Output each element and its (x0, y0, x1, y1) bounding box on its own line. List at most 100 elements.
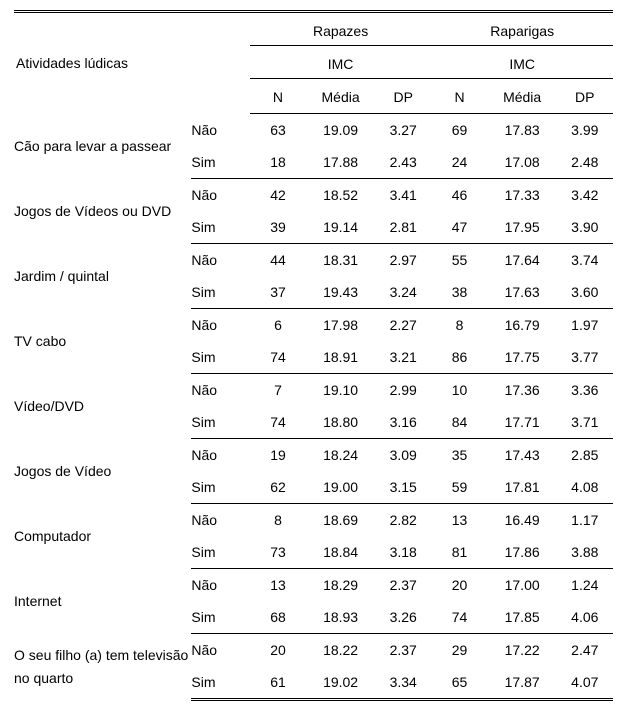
response-no: Não (191, 374, 249, 407)
cell-value: 3.09 (375, 439, 431, 472)
cell-value: 18.31 (306, 244, 375, 277)
cell-value: 17.75 (488, 341, 557, 374)
cell-value: 17.85 (488, 601, 557, 634)
header-col-dp: DP (375, 79, 431, 114)
cell-value: 2.47 (557, 634, 613, 667)
header-col-n: N (250, 79, 306, 114)
cell-value: 18 (250, 146, 306, 179)
cell-value: 1.24 (557, 569, 613, 602)
response-no: Não (191, 504, 249, 537)
cell-value: 20 (431, 569, 487, 602)
cell-value: 17.22 (488, 634, 557, 667)
header-imc-rapazes: IMC (250, 46, 432, 79)
cell-value: 62 (250, 471, 306, 504)
cell-value: 8 (250, 504, 306, 537)
cell-value: 24 (431, 146, 487, 179)
cell-value: 2.99 (375, 374, 431, 407)
header-group-raparigas: Raparigas (431, 12, 613, 46)
activity-label: Jogos de Vídeo (14, 439, 191, 504)
cell-value: 35 (431, 439, 487, 472)
cell-value: 69 (431, 114, 487, 147)
cell-value: 47 (431, 211, 487, 244)
cell-value: 16.49 (488, 504, 557, 537)
response-no: Não (191, 244, 249, 277)
cell-value: 17.87 (488, 666, 557, 700)
cell-value: 4.06 (557, 601, 613, 634)
data-table: Atividades lúdicas Rapazes Raparigas IMC… (14, 10, 613, 701)
cell-value: 19.14 (306, 211, 375, 244)
response-yes: Sim (191, 406, 249, 439)
cell-value: 3.27 (375, 114, 431, 147)
response-yes: Sim (191, 536, 249, 569)
cell-value: 2.97 (375, 244, 431, 277)
cell-value: 3.18 (375, 536, 431, 569)
cell-value: 2.37 (375, 634, 431, 667)
response-yes: Sim (191, 601, 249, 634)
response-yes: Sim (191, 341, 249, 374)
activity-label: Vídeo/DVD (14, 374, 191, 439)
cell-value: 17.08 (488, 146, 557, 179)
cell-value: 13 (250, 569, 306, 602)
cell-value: 37 (250, 276, 306, 309)
cell-value: 16.79 (488, 309, 557, 342)
cell-value: 1.97 (557, 309, 613, 342)
cell-value: 20 (250, 634, 306, 667)
response-no: Não (191, 309, 249, 342)
cell-value: 19.00 (306, 471, 375, 504)
cell-value: 3.42 (557, 179, 613, 212)
cell-value: 18.24 (306, 439, 375, 472)
cell-value: 18.52 (306, 179, 375, 212)
activity-label: Jogos de Vídeos ou DVD (14, 179, 191, 244)
cell-value: 68 (250, 601, 306, 634)
activity-label: Computador (14, 504, 191, 569)
cell-value: 18.80 (306, 406, 375, 439)
cell-value: 7 (250, 374, 306, 407)
cell-value: 2.27 (375, 309, 431, 342)
cell-value: 3.36 (557, 374, 613, 407)
cell-value: 2.85 (557, 439, 613, 472)
cell-value: 29 (431, 634, 487, 667)
cell-value: 10 (431, 374, 487, 407)
cell-value: 74 (431, 601, 487, 634)
cell-value: 17.63 (488, 276, 557, 309)
cell-value: 18.22 (306, 634, 375, 667)
cell-value: 3.74 (557, 244, 613, 277)
cell-value: 3.90 (557, 211, 613, 244)
cell-value: 17.81 (488, 471, 557, 504)
cell-value: 17.00 (488, 569, 557, 602)
activity-label: O seu filho (a) tem televisão no quarto (14, 634, 191, 700)
cell-value: 38 (431, 276, 487, 309)
activity-label: Jardim / quintal (14, 244, 191, 309)
cell-value: 65 (431, 666, 487, 700)
cell-value: 17.71 (488, 406, 557, 439)
cell-value: 55 (431, 244, 487, 277)
cell-value: 17.36 (488, 374, 557, 407)
cell-value: 18.29 (306, 569, 375, 602)
cell-value: 18.91 (306, 341, 375, 374)
cell-value: 3.60 (557, 276, 613, 309)
cell-value: 3.16 (375, 406, 431, 439)
cell-value: 44 (250, 244, 306, 277)
header-imc-raparigas: IMC (431, 46, 613, 79)
cell-value: 3.26 (375, 601, 431, 634)
response-yes: Sim (191, 666, 249, 700)
cell-value: 13 (431, 504, 487, 537)
header-col-n: N (431, 79, 487, 114)
response-no: Não (191, 439, 249, 472)
cell-value: 17.64 (488, 244, 557, 277)
cell-value: 19.10 (306, 374, 375, 407)
cell-value: 42 (250, 179, 306, 212)
cell-value: 3.99 (557, 114, 613, 147)
response-yes: Sim (191, 471, 249, 504)
cell-value: 19 (250, 439, 306, 472)
activity-label: Internet (14, 569, 191, 634)
cell-value: 17.98 (306, 309, 375, 342)
cell-value: 2.43 (375, 146, 431, 179)
response-no: Não (191, 179, 249, 212)
cell-value: 61 (250, 666, 306, 700)
cell-value: 3.15 (375, 471, 431, 504)
cell-value: 4.07 (557, 666, 613, 700)
cell-value: 39 (250, 211, 306, 244)
cell-value: 2.81 (375, 211, 431, 244)
cell-value: 81 (431, 536, 487, 569)
